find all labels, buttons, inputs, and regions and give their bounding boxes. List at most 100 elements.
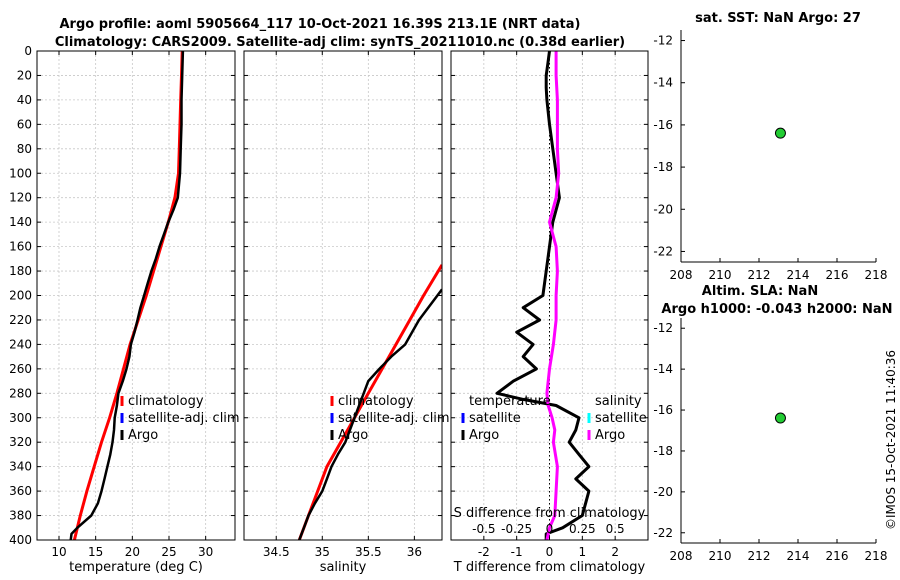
salinity-diff-tick-label: 0.25 [569, 522, 596, 536]
argo-line [298, 288, 442, 540]
y-tick-label: -12 [653, 34, 673, 48]
y-tick-label: 0 [24, 44, 32, 58]
x-tick-label: 35.5 [355, 545, 382, 559]
x-tick-label: -1 [511, 545, 523, 559]
x-tick-label: 15 [88, 545, 103, 559]
x-tick-label: 214 [787, 549, 810, 563]
y-tick-label: -20 [653, 485, 673, 499]
y-tick-label: 120 [9, 191, 32, 205]
salinity-diff-tick-label: 0 [546, 522, 554, 536]
x-tick-label: 1 [579, 545, 587, 559]
y-tick-label: 260 [9, 362, 32, 376]
x-tick-label: 20 [125, 545, 140, 559]
y-tick-label: -18 [653, 160, 673, 174]
climatology-line [297, 264, 442, 540]
salinity-legend-entry: satellite-adj. clim [338, 411, 450, 426]
y-tick-label: -16 [653, 118, 673, 132]
y-tick-label: 340 [9, 460, 32, 474]
y-tick-label: 240 [9, 337, 32, 351]
sst_map-panel: -12 -14 -16 -18 -20 -22 208 210 212 214 216 218 sat.… [653, 11, 887, 282]
x-tick-label: 216 [826, 549, 849, 563]
x-tick-label: 25 [161, 545, 176, 559]
y-tick-label: 140 [9, 215, 32, 229]
x-tick-label: 208 [670, 268, 693, 282]
temperature-legend-entry: Argo [128, 428, 158, 443]
y-tick-label: 360 [9, 484, 32, 498]
x-tick-label: 34.5 [263, 545, 290, 559]
temperature-legend-entry: satellite-adj. clim [128, 411, 240, 426]
x-tick-label: 212 [748, 549, 771, 563]
salinity-legend-entry: Argo [338, 428, 368, 443]
y-tick-label: 40 [17, 93, 32, 107]
salinity-diff-legend-entry: Argo [595, 428, 625, 443]
title-line-2: Climatology: CARS2009. Satellite-adj cli… [55, 35, 625, 50]
y-tick-label: 100 [9, 166, 32, 180]
y-tick-label: 20 [17, 68, 32, 82]
salinity-xlabel: salinity [320, 560, 367, 575]
y-tick-label: 200 [9, 289, 32, 303]
salinity-panel: 34.5 35 35.5 36 salinity climatology satellite… [243, 50, 450, 575]
axes-frame [243, 50, 443, 541]
sla-map-subtitle: Argo h1000: -0.043 h2000: NaN [661, 302, 892, 317]
y-tick-label: -16 [653, 403, 673, 417]
argo-position-marker [774, 412, 786, 424]
x-tick-label: 36 [407, 545, 422, 559]
salinity-difference-line [545, 51, 561, 540]
y-tick-label: 400 [9, 533, 32, 547]
differences-panel: -2 -1 0 1 2T difference from climatology sate… [450, 50, 649, 575]
x-tick-label: 30 [198, 545, 213, 559]
sla_map-panel: -12 -14 -16 -18 -20 -22 208 210 212 214 216 218 Alti… [653, 284, 892, 563]
sst-map-title: sat. SST: NaN Argo: 27 [695, 11, 861, 26]
y-tick-label: 180 [9, 264, 32, 278]
x-tick-label: 212 [748, 268, 771, 282]
temperature-legend-entry: climatology [128, 394, 204, 409]
temperature-diff-legend-entry: Argo [469, 428, 499, 443]
y-tick-label: -22 [653, 244, 673, 258]
x-tick-label: 35 [315, 545, 330, 559]
salinity-legend-entry: climatology [338, 394, 414, 409]
title-line-1: Argo profile: aoml 5905664_117 10-Oct-20… [60, 17, 581, 32]
x-tick-label: 216 [826, 268, 849, 282]
y-tick-label: -12 [653, 321, 673, 335]
salinity-diff-tick-label: -0.5 [472, 522, 495, 536]
y-tick-label: -14 [653, 76, 673, 90]
y-tick-label: -18 [653, 444, 673, 458]
y-tick-label: 160 [9, 240, 32, 254]
y-tick-label: -22 [653, 526, 673, 540]
differences-xlabel: T difference from climatology [453, 560, 646, 575]
y-tick-label: 280 [9, 386, 32, 400]
temperature-diff-legend-title: temperature [469, 394, 551, 409]
climatology-line [72, 51, 184, 540]
x-tick-label: 0 [546, 545, 554, 559]
x-tick-label: 10 [51, 545, 66, 559]
x-tick-label: 210 [709, 268, 732, 282]
y-tick-label: 80 [17, 142, 32, 156]
x-tick-label: 218 [865, 268, 888, 282]
y-tick-label: 320 [9, 435, 32, 449]
x-tick-label: 214 [787, 268, 810, 282]
x-tick-label: 208 [670, 549, 693, 563]
timestamp-stamp: ©IMOS 15-Oct-2021 11:40:36 [884, 350, 898, 530]
y-tick-label: -20 [653, 202, 673, 216]
y-tick-label: 380 [9, 509, 32, 523]
salinity-diff-legend-entry: satellite [595, 411, 647, 426]
temperature-diff-legend-entry: satellite [469, 411, 521, 426]
salinity-diff-legend-title: salinity [595, 394, 642, 409]
y-tick-label: 60 [17, 117, 32, 131]
salinity-diff-tick-label: 0.5 [606, 522, 625, 536]
x-tick-label: 210 [709, 549, 732, 563]
x-tick-label: 218 [865, 549, 888, 563]
temperature-panel: 10 15 20 25 30020406080100120140160180200220… [9, 44, 240, 575]
axes-frame [36, 50, 236, 541]
salinity-diff-xlabel: S difference from climatology [454, 506, 646, 521]
y-tick-label: -14 [653, 362, 673, 376]
temperature-difference-line [495, 51, 591, 540]
axes-frame [450, 50, 649, 541]
temperature-xlabel: temperature (deg C) [69, 560, 203, 575]
argo-position-marker [774, 127, 786, 139]
y-tick-label: 220 [9, 313, 32, 327]
y-tick-label: 300 [9, 411, 32, 425]
x-tick-label: 2 [611, 545, 619, 559]
salinity-diff-tick-label: -0.25 [501, 522, 532, 536]
